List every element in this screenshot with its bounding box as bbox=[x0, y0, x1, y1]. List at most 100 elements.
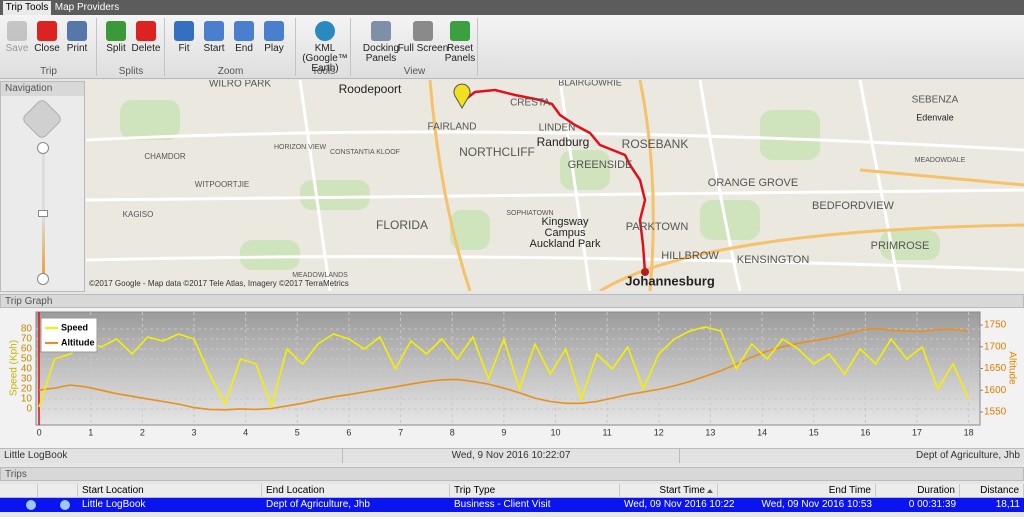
table-cell: Wed, 09 Nov 2016 10:53 bbox=[761, 499, 872, 510]
ribbon-button[interactable]: Start bbox=[199, 19, 229, 65]
y-tick-label: 30 bbox=[21, 374, 33, 385]
y-tick-label: 40 bbox=[21, 364, 33, 375]
button-icon bbox=[67, 21, 87, 41]
ribbon-button[interactable]: End bbox=[229, 19, 259, 65]
x-tick-label: 0 bbox=[37, 427, 42, 437]
ribbon-button[interactable]: Full Screen bbox=[395, 19, 451, 65]
highway bbox=[859, 168, 1024, 187]
column-header[interactable]: Start Time bbox=[620, 484, 718, 498]
park bbox=[700, 200, 760, 240]
map-label: HORIZON VIEW bbox=[274, 144, 327, 151]
button-icon bbox=[37, 21, 57, 41]
x-tick-label: 16 bbox=[860, 427, 870, 437]
ribbon-button[interactable]: Play bbox=[259, 19, 289, 65]
plot-area bbox=[35, 311, 981, 426]
ribbon-button[interactable]: Delete bbox=[131, 19, 161, 65]
table-cell: Dept of Agriculture, Jhb bbox=[266, 499, 370, 510]
header-cell bbox=[40, 484, 78, 498]
y-tick-label: 80 bbox=[21, 324, 33, 335]
nav-pad[interactable] bbox=[20, 97, 64, 141]
x-tick-label: 17 bbox=[912, 427, 922, 437]
highway bbox=[428, 80, 472, 291]
ribbon-group-label: Splits bbox=[118, 66, 144, 77]
road bbox=[698, 80, 742, 291]
road bbox=[86, 130, 1024, 152]
button-label: Save bbox=[5, 43, 29, 54]
ribbon-group-separator bbox=[164, 18, 165, 76]
table-row[interactable] bbox=[0, 498, 1024, 512]
ribbon-tab[interactable]: Trip Tools bbox=[3, 1, 51, 15]
ribbon-button[interactable]: Print bbox=[62, 19, 92, 65]
map-label: BEDFORDVIEW bbox=[812, 200, 895, 212]
status-text: Wed, 9 Nov 2016 10:22:07 bbox=[342, 449, 680, 463]
status-text: Dept of Agriculture, Jhb bbox=[916, 450, 1020, 461]
map: Roodepoort WILRO PARK FAIRLAND NORTHCLIFFRa… bbox=[86, 80, 1024, 291]
column-header[interactable]: End Time bbox=[718, 484, 876, 498]
column-header[interactable]: Trip Type bbox=[450, 484, 620, 498]
road bbox=[86, 255, 1024, 272]
ribbon-tab[interactable]: Map Providers bbox=[54, 2, 120, 13]
x-tick-label: 1 bbox=[88, 427, 93, 437]
ribbon-group-label: View bbox=[403, 66, 426, 77]
column-header[interactable]: Distance bbox=[960, 484, 1024, 498]
zoom-in[interactable] bbox=[37, 142, 49, 154]
map-label: Johannesburg bbox=[625, 273, 715, 288]
highway bbox=[599, 223, 1024, 291]
map-label: WITPOORTJIE bbox=[195, 180, 250, 189]
x-tick-label: 5 bbox=[295, 427, 300, 437]
map-label: Randburg bbox=[537, 135, 590, 149]
ribbon-group-label: Tools bbox=[311, 66, 336, 77]
header-cell bbox=[0, 484, 38, 498]
route bbox=[461, 88, 647, 273]
y2-tick-label: 1750 bbox=[984, 320, 1007, 331]
map-label: WILRO PARK bbox=[209, 80, 271, 90]
map-label: NORTHCLIFF bbox=[459, 145, 535, 159]
ribbon-group-separator bbox=[350, 18, 351, 76]
button-label: Fit bbox=[178, 43, 190, 54]
y-axis-title: Speed (Kph) bbox=[9, 340, 20, 396]
map-label: Campus bbox=[545, 227, 586, 239]
x-tick-label: 7 bbox=[398, 427, 403, 437]
ribbon-button[interactable]: Save bbox=[2, 19, 32, 65]
y2-tick-label: 1650 bbox=[984, 363, 1007, 374]
x-tick-label: 18 bbox=[964, 427, 974, 437]
map-label: PRIMROSE bbox=[871, 240, 930, 252]
ribbon-button[interactable]: Reset Panels bbox=[442, 19, 478, 65]
map-label: Kingsway bbox=[541, 216, 589, 228]
map-label: BLAIRGOWRIE bbox=[558, 80, 622, 87]
button-icon bbox=[7, 21, 27, 41]
zoom-out[interactable] bbox=[37, 273, 49, 285]
column-header[interactable]: End Location bbox=[262, 484, 450, 498]
x-tick-label: 10 bbox=[551, 427, 561, 437]
button-label: Close bbox=[34, 43, 60, 54]
table-cell: Little LogBook bbox=[82, 499, 146, 510]
ribbon-button[interactable]: Docking Panels bbox=[361, 19, 401, 65]
column-header[interactable]: Start Location bbox=[78, 484, 262, 498]
map-label: KENSINGTON bbox=[737, 254, 810, 266]
button-icon bbox=[413, 21, 433, 41]
x-tick-label: 9 bbox=[501, 427, 506, 437]
series-line bbox=[38, 326, 970, 409]
y-tick-label: 10 bbox=[21, 394, 33, 405]
map-label: FAIRLAND bbox=[428, 122, 477, 133]
ribbon-button[interactable]: Fit bbox=[169, 19, 199, 65]
map-label: SEBENZA bbox=[912, 95, 959, 106]
map-attribution: ©2017 Google - Map data ©2017 Tele Atlas… bbox=[89, 279, 349, 288]
ribbon-button[interactable]: KML (Google™ Earth) bbox=[297, 19, 353, 74]
panel-header: Trip Graph bbox=[0, 294, 1024, 308]
ribbon-button[interactable]: Close bbox=[32, 19, 62, 65]
button-icon bbox=[136, 21, 156, 41]
map-label: LINDEN bbox=[539, 123, 576, 134]
series-line bbox=[38, 327, 969, 411]
button-icon bbox=[234, 21, 254, 41]
x-tick-label: 2 bbox=[140, 427, 145, 437]
y2-tick-label: 1550 bbox=[984, 407, 1007, 418]
table-header bbox=[0, 484, 1024, 498]
end-pin bbox=[641, 268, 649, 276]
row-icon bbox=[60, 500, 70, 510]
column-header[interactable]: Duration bbox=[876, 484, 960, 498]
ribbon-button[interactable]: Split bbox=[101, 19, 131, 65]
button-label: KML (Google™ Earth) bbox=[302, 43, 348, 74]
zoom-thumb[interactable] bbox=[38, 210, 48, 217]
